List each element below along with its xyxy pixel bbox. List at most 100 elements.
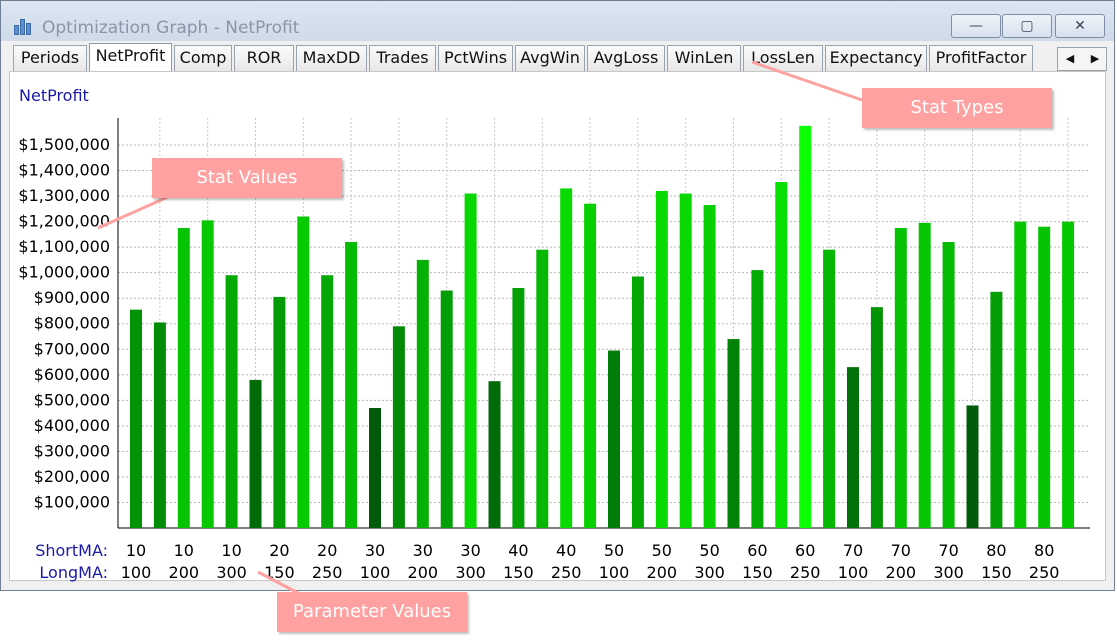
callout-stat-values: Stat Values bbox=[152, 158, 342, 198]
bar-40-150[interactable] bbox=[512, 287, 525, 528]
bar-10-250[interactable] bbox=[201, 220, 214, 528]
tab-scroll-right-icon[interactable]: ▶ bbox=[1090, 52, 1100, 65]
tab-trades[interactable]: Trades bbox=[369, 45, 436, 71]
shortma-value-label: 30 bbox=[413, 541, 433, 560]
bar-50-150[interactable] bbox=[631, 276, 644, 528]
tab-comp[interactable]: Comp bbox=[174, 45, 232, 71]
bar-70-300[interactable] bbox=[942, 242, 955, 528]
bar-30-300[interactable] bbox=[464, 193, 477, 528]
bar-70-100[interactable] bbox=[847, 367, 859, 528]
bar-40-200[interactable] bbox=[536, 249, 549, 529]
bar-10-300[interactable] bbox=[225, 275, 238, 528]
bar-20-250[interactable] bbox=[321, 275, 334, 528]
bar-60-150[interactable] bbox=[751, 270, 764, 528]
y-tick-label: $600,000 bbox=[34, 365, 110, 384]
bar-20-100[interactable] bbox=[249, 379, 262, 528]
longma-value-label: 300 bbox=[455, 563, 486, 582]
close-icon: ✕ bbox=[1074, 18, 1086, 34]
longma-value-label: 250 bbox=[1029, 563, 1060, 582]
y-tick-label: $800,000 bbox=[34, 314, 110, 333]
y-tick-label: $900,000 bbox=[34, 288, 110, 307]
minimize-icon: — bbox=[969, 18, 983, 34]
bar-undefined-undefined[interactable] bbox=[1062, 221, 1075, 528]
callout-parameter-values-pointer bbox=[257, 570, 301, 596]
bar-60-200[interactable] bbox=[775, 182, 788, 529]
title-bar[interactable]: Optimization Graph - NetProfit — ▢ ✕ bbox=[1, 1, 1114, 41]
tab-winlen[interactable]: WinLen bbox=[667, 45, 741, 71]
y-tick-label: $1,300,000 bbox=[18, 186, 110, 205]
y-tick-label: $400,000 bbox=[34, 416, 110, 435]
shortma-value-label: 20 bbox=[269, 541, 289, 560]
bar-20-200[interactable] bbox=[297, 216, 310, 528]
minimize-button[interactable]: — bbox=[951, 14, 1001, 38]
shortma-value-label: 40 bbox=[556, 541, 576, 560]
close-button[interactable]: ✕ bbox=[1055, 14, 1105, 38]
longma-row-label: LongMA: bbox=[39, 563, 108, 582]
shortma-value-label: 50 bbox=[652, 541, 672, 560]
bar-50-200[interactable] bbox=[655, 190, 668, 528]
tab-scroll-left-icon[interactable]: ◀ bbox=[1065, 52, 1075, 65]
longma-value-label: 100 bbox=[599, 563, 630, 582]
bar-20-300[interactable] bbox=[345, 242, 358, 528]
longma-value-label: 300 bbox=[694, 563, 725, 582]
y-tick-label: $700,000 bbox=[34, 339, 110, 358]
longma-value-label: 100 bbox=[360, 563, 391, 582]
tab-periods[interactable]: Periods bbox=[13, 45, 87, 71]
y-tick-label: $1,500,000 bbox=[18, 135, 110, 154]
y-tick-label: $200,000 bbox=[34, 467, 110, 486]
y-tick-label: $1,000,000 bbox=[18, 263, 110, 282]
tab-netprofit[interactable]: NetProfit bbox=[89, 43, 172, 72]
y-tick-label: $500,000 bbox=[34, 390, 110, 409]
bar-30-100[interactable] bbox=[369, 407, 381, 528]
tab-profitfactor[interactable]: ProfitFactor bbox=[929, 45, 1033, 71]
callout-parameter-values-text: Parameter Values bbox=[292, 601, 452, 622]
bar-40-100[interactable] bbox=[488, 381, 501, 528]
bar-30-150[interactable] bbox=[392, 326, 405, 528]
tab-scroll-buttons: ◀ ▶ bbox=[1057, 47, 1107, 71]
bar-10-100[interactable] bbox=[130, 309, 142, 528]
longma-value-label: 100 bbox=[121, 563, 152, 582]
callout-parameter-values: Parameter Values bbox=[277, 592, 467, 632]
bar-40-300[interactable] bbox=[584, 203, 597, 528]
bar-60-100[interactable] bbox=[727, 339, 740, 528]
bar-10-150[interactable] bbox=[153, 322, 166, 528]
shortma-value-label: 70 bbox=[938, 541, 958, 560]
shortma-value-label: 50 bbox=[699, 541, 719, 560]
bar-80-100[interactable] bbox=[966, 405, 979, 528]
tab-losslen[interactable]: LossLen bbox=[743, 45, 823, 71]
bar-30-250[interactable] bbox=[440, 290, 453, 528]
longma-value-label: 200 bbox=[886, 563, 917, 582]
callout-stat-values-text: Stat Values bbox=[196, 167, 298, 188]
tab-expectancy[interactable]: Expectancy bbox=[825, 45, 927, 71]
longma-value-label: 100 bbox=[838, 563, 869, 582]
bar-60-300[interactable] bbox=[823, 249, 836, 529]
bar-50-250[interactable] bbox=[679, 193, 692, 528]
bar-20-150[interactable] bbox=[273, 296, 286, 528]
bar-70-250[interactable] bbox=[918, 222, 931, 529]
bar-60-250[interactable] bbox=[799, 125, 812, 528]
maximize-button[interactable]: ▢ bbox=[1002, 14, 1052, 38]
tab-avgloss[interactable]: AvgLoss bbox=[587, 45, 665, 71]
bar-80-150[interactable] bbox=[990, 291, 1003, 528]
tab-ror[interactable]: ROR bbox=[234, 45, 294, 71]
bar-10-200[interactable] bbox=[177, 227, 190, 528]
bar-50-100[interactable] bbox=[608, 350, 620, 528]
shortma-value-label: 80 bbox=[1034, 541, 1054, 560]
bar-70-150[interactable] bbox=[870, 307, 883, 528]
callout-stat-types: Stat Types bbox=[862, 88, 1052, 128]
longma-value-label: 250 bbox=[551, 563, 582, 582]
longma-value-label: 200 bbox=[408, 563, 439, 582]
shortma-value-label: 30 bbox=[365, 541, 385, 560]
bar-70-200[interactable] bbox=[894, 227, 907, 528]
bar-50-300[interactable] bbox=[703, 205, 716, 528]
bar-40-250[interactable] bbox=[560, 188, 573, 528]
bar-30-200[interactable] bbox=[416, 259, 429, 528]
tab-avgwin[interactable]: AvgWin bbox=[515, 45, 585, 71]
tab-maxdd[interactable]: MaxDD bbox=[296, 45, 367, 71]
longma-value-label: 250 bbox=[790, 563, 821, 582]
bar-80-200[interactable] bbox=[1014, 221, 1027, 528]
bar-80-250[interactable] bbox=[1038, 226, 1051, 528]
tab-pctwins[interactable]: PctWins bbox=[438, 45, 513, 71]
longma-value-label: 300 bbox=[216, 563, 247, 582]
